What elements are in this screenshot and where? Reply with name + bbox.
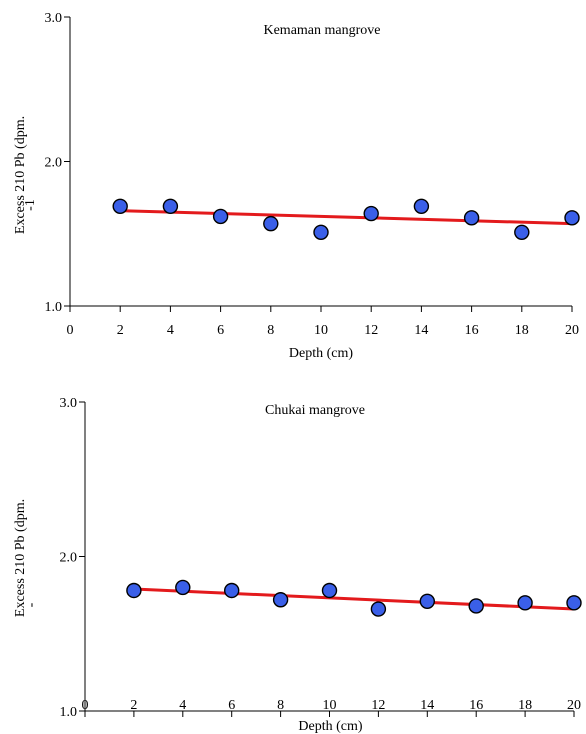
- x-tick-label: 20: [565, 323, 579, 338]
- data-point: [564, 210, 580, 226]
- x-tick-label: 10: [323, 698, 337, 713]
- data-point: [162, 198, 179, 214]
- x-tick-label: 14: [420, 698, 434, 713]
- x-tick-label: 18: [515, 323, 529, 338]
- data-point: [517, 595, 533, 611]
- data-point: [321, 582, 338, 599]
- x-axis-title: Depth (cm): [289, 346, 353, 361]
- trendline: [120, 209, 573, 226]
- data-point: [413, 198, 430, 214]
- y-tick-label: 2.0: [60, 551, 78, 566]
- data-point: [175, 579, 191, 596]
- x-tick-label: 4: [167, 323, 174, 338]
- x-tick-label: 16: [465, 323, 479, 338]
- x-tick-label: 12: [364, 323, 378, 338]
- data-point: [363, 205, 379, 222]
- x-tick-label: 10: [314, 323, 328, 338]
- data-point: [370, 601, 387, 617]
- y-axis-title: Excess 210 Pb (dpm.: [13, 499, 28, 617]
- data-point: [212, 208, 229, 225]
- y-tick-label: 1.0: [45, 300, 63, 315]
- x-tick-label: 6: [217, 323, 224, 338]
- x-tick-label: 8: [267, 323, 274, 338]
- x-tick-label: 0: [82, 698, 89, 713]
- data-point: [223, 582, 240, 599]
- x-tick-label: 12: [371, 698, 385, 713]
- y-tick-label: 2.0: [45, 156, 63, 171]
- data-point: [463, 210, 480, 226]
- data-point: [112, 198, 128, 214]
- y-axis-title: Excess 210 Pb (dpm.: [13, 116, 28, 234]
- data-point: [468, 598, 484, 614]
- x-tick-label: 4: [179, 698, 186, 713]
- data-point: [514, 224, 530, 241]
- trendline: [133, 587, 575, 611]
- data-point: [272, 592, 289, 608]
- data-point: [126, 582, 142, 599]
- x-tick-label: 14: [414, 323, 428, 338]
- x-axis-title: Depth (cm): [298, 719, 362, 734]
- data-point: [263, 215, 279, 232]
- x-tick-label: 20: [567, 698, 581, 713]
- x-tick-label: 8: [277, 698, 284, 713]
- y-tick-label: 3.0: [60, 396, 78, 411]
- data-point: [566, 595, 582, 611]
- x-tick-label: 18: [518, 698, 532, 713]
- y-tick-label: 3.0: [45, 11, 63, 26]
- y-tick-label: 1.0: [60, 705, 78, 720]
- x-tick-label: 2: [130, 698, 137, 713]
- x-tick-label: 6: [228, 698, 235, 713]
- data-point: [313, 224, 329, 241]
- x-tick-label: 16: [469, 698, 483, 713]
- x-tick-label: 2: [117, 323, 124, 338]
- chart-title: Kemaman mangrove: [263, 23, 380, 38]
- y-axis-title-fragment: -: [24, 602, 39, 607]
- y-axis-title-fragment: -1: [23, 199, 38, 211]
- chart-2: 0 2 4 6 8 10 12 14 16 18 20 1.0 2.0 3.0 Chukai mangrov…: [13, 396, 582, 734]
- chart-1: 0 2 4 6 8 10 12 14 16 18 20 1.0 2.0 3.0 Kemaman mangro…: [13, 11, 580, 361]
- chart-title: Chukai mangrove: [265, 403, 365, 418]
- x-tick-label: 0: [67, 323, 74, 338]
- data-point: [419, 593, 435, 610]
